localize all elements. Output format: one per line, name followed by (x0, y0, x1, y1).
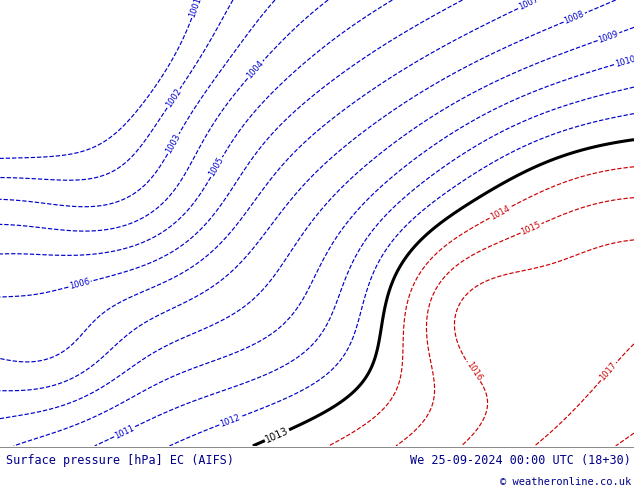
Text: 1001: 1001 (188, 0, 204, 19)
Text: Surface pressure [hPa] EC (AIFS): Surface pressure [hPa] EC (AIFS) (6, 454, 235, 466)
Text: 1007: 1007 (517, 0, 540, 12)
Text: 1017: 1017 (598, 361, 619, 383)
Text: 1003: 1003 (164, 132, 183, 155)
Text: 1015: 1015 (520, 220, 543, 237)
Text: 1014: 1014 (488, 204, 511, 221)
Text: 1011: 1011 (113, 423, 136, 441)
Text: 1006: 1006 (68, 277, 91, 291)
Text: 1013: 1013 (264, 426, 290, 445)
Text: 1009: 1009 (597, 29, 620, 45)
Text: 1016: 1016 (464, 361, 484, 383)
Text: © weatheronline.co.uk: © weatheronline.co.uk (500, 477, 631, 487)
Text: 1002: 1002 (164, 87, 183, 110)
Text: 1012: 1012 (219, 413, 242, 429)
Text: 1004: 1004 (245, 59, 266, 80)
Text: 1008: 1008 (563, 9, 586, 26)
Text: 1005: 1005 (207, 156, 226, 178)
Text: We 25-09-2024 00:00 UTC (18+30): We 25-09-2024 00:00 UTC (18+30) (410, 454, 631, 466)
Text: 1010: 1010 (614, 54, 634, 69)
